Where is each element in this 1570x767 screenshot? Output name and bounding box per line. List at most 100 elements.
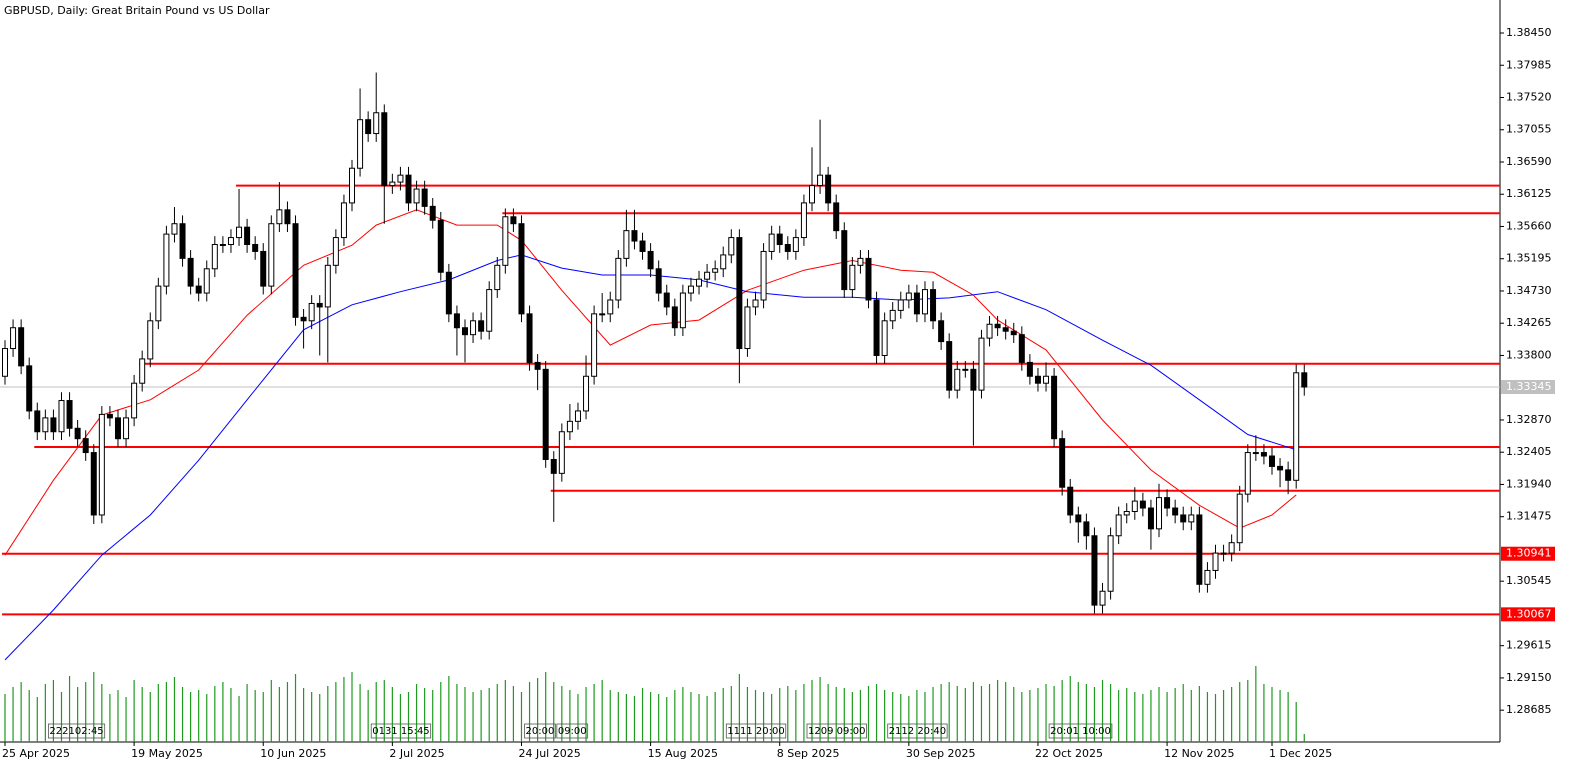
candle-body <box>978 337 985 391</box>
candle-body <box>445 271 452 315</box>
candle-body <box>954 368 961 391</box>
time-marker: 09:00 <box>558 726 587 737</box>
candle-body <box>470 320 477 336</box>
y-tick-label: 1.37055 <box>1506 123 1552 136</box>
candle-body <box>1147 507 1154 530</box>
candle-body <box>1212 552 1219 571</box>
candle-body <box>510 216 517 225</box>
candle-body <box>591 313 598 377</box>
candle-body <box>163 233 170 287</box>
x-tick-label: 22 Oct 2025 <box>1035 747 1103 760</box>
candle-body <box>615 257 622 301</box>
y-tick-label: 1.32870 <box>1506 413 1552 426</box>
candle-body <box>1051 375 1058 440</box>
candle-body <box>219 244 226 247</box>
candle-body <box>817 174 824 187</box>
y-tick-label: 1.37985 <box>1506 58 1552 71</box>
candle-body <box>1204 569 1211 585</box>
candle-body <box>34 410 41 433</box>
candle-body <box>90 452 97 516</box>
candle-body <box>106 413 113 419</box>
candle-body <box>236 226 243 239</box>
candle-body <box>930 289 937 322</box>
x-tick-label: 8 Sep 2025 <box>777 747 840 760</box>
last-price-tag <box>1501 380 1555 395</box>
candle-body <box>203 268 210 294</box>
candle-body <box>373 112 380 135</box>
candle-body <box>728 237 735 256</box>
candle-body <box>905 292 912 301</box>
candle-body <box>1099 590 1106 606</box>
candle-body <box>671 306 678 329</box>
x-tick-label: 12 Nov 2025 <box>1164 747 1234 760</box>
candle-body <box>405 174 412 204</box>
time-marker-box <box>1048 723 1113 739</box>
candle-body <box>98 413 105 516</box>
candle-body <box>518 223 525 315</box>
candle-body <box>1002 327 1009 332</box>
candle-body <box>50 417 57 433</box>
candle-body <box>986 323 993 339</box>
candle-body <box>1260 452 1267 457</box>
candle-body <box>284 209 291 225</box>
candle-body <box>857 257 864 266</box>
candle-body <box>1172 507 1179 516</box>
candle-body <box>1285 469 1292 481</box>
time-marker: 20:01 10:00 <box>1050 726 1111 737</box>
candle-body <box>566 420 573 433</box>
candle-body <box>574 410 581 422</box>
candle-body <box>938 320 945 343</box>
candle-body <box>1268 455 1275 467</box>
candle-body <box>332 237 339 266</box>
candle-body <box>865 257 872 301</box>
x-tick-label: 30 Sep 2025 <box>906 747 976 760</box>
candle-body <box>42 417 49 433</box>
x-tick-label: 24 Jul 2025 <box>518 747 580 760</box>
candle-body <box>179 223 186 259</box>
candle-body <box>809 185 815 204</box>
candle-body <box>534 361 541 370</box>
candle-body <box>389 181 396 187</box>
candle-body <box>607 299 614 315</box>
candle-body <box>873 299 880 356</box>
time-marker: 20:00 <box>526 726 555 737</box>
candle-body <box>1196 514 1203 585</box>
candle-body <box>1123 510 1130 516</box>
candle-body <box>550 458 557 474</box>
candle-body <box>712 268 719 273</box>
x-tick-label: 1 Dec 2025 <box>1269 747 1332 760</box>
candle-body <box>1067 486 1074 516</box>
candle-body <box>123 417 130 440</box>
moving-average <box>4 254 1297 661</box>
candle-body <box>1091 535 1098 606</box>
candle-body <box>889 309 896 322</box>
y-tick-label: 1.31475 <box>1506 510 1552 523</box>
candle-body <box>227 237 234 246</box>
candle-body <box>268 223 275 287</box>
candle-body <box>881 320 888 356</box>
y-tick-label: 1.31940 <box>1506 477 1552 490</box>
candle-body <box>1131 500 1138 512</box>
candle-body <box>324 264 331 308</box>
time-marker: 1111 20:00 <box>727 726 784 737</box>
candle-body <box>631 230 638 242</box>
level-tag <box>1501 607 1555 622</box>
candle-body <box>849 264 856 291</box>
candle-body <box>744 306 751 350</box>
candle-body <box>82 438 89 454</box>
time-marker-box <box>556 723 589 739</box>
candle-body <box>155 285 162 322</box>
x-tick-label: 15 Aug 2025 <box>648 747 718 760</box>
candle-body <box>1075 514 1082 523</box>
candle-body <box>994 323 1001 329</box>
chart-title: GBPUSD, Daily: Great Britain Pound vs US… <box>4 4 270 17</box>
time-marker: 2112 20:40 <box>889 726 946 737</box>
candle-body <box>776 233 783 246</box>
candle-body <box>784 244 791 252</box>
time-marker: 1209 09:00 <box>808 726 865 737</box>
candle-body <box>478 320 485 332</box>
candle-body <box>1107 535 1114 592</box>
level-tag <box>1501 546 1555 561</box>
candle-body <box>752 299 759 308</box>
